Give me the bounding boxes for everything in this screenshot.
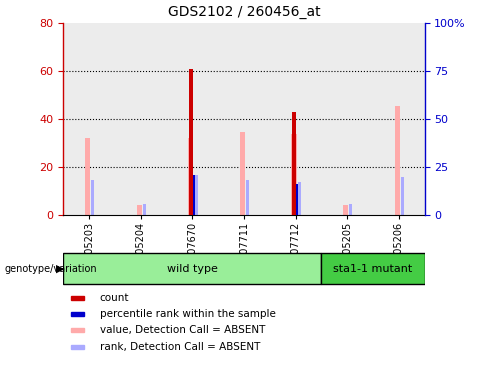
Text: value, Detection Call = ABSENT: value, Detection Call = ABSENT [100, 325, 265, 336]
Bar [218, 23, 270, 215]
Bar [298, 182, 301, 215]
Title: GDS2102 / 260456_at: GDS2102 / 260456_at [168, 5, 320, 19]
Bar [240, 132, 245, 215]
Text: wild type: wild type [167, 264, 218, 274]
Bar [291, 134, 297, 215]
Bar [71, 296, 83, 300]
Text: sta1-1 mutant: sta1-1 mutant [333, 264, 412, 274]
Bar [395, 106, 400, 215]
Bar [322, 23, 373, 215]
Bar [63, 23, 115, 215]
Bar [91, 180, 94, 215]
Bar [246, 180, 249, 215]
Text: percentile rank within the sample: percentile rank within the sample [100, 309, 275, 319]
Bar [71, 345, 83, 349]
Bar [343, 205, 348, 215]
Bar [373, 23, 425, 215]
Bar [166, 23, 218, 215]
Bar [71, 312, 83, 316]
Text: rank, Detection Call = ABSENT: rank, Detection Call = ABSENT [100, 342, 260, 352]
Bar [71, 328, 83, 333]
Bar [188, 138, 193, 215]
Bar [292, 112, 296, 215]
Bar [401, 177, 404, 215]
Bar [322, 253, 425, 284]
Bar [137, 205, 142, 215]
Bar [85, 138, 90, 215]
Bar [195, 175, 198, 215]
Bar [188, 69, 193, 215]
Text: genotype/variation: genotype/variation [5, 264, 98, 274]
Bar [115, 23, 166, 215]
Text: ▶: ▶ [56, 264, 64, 274]
Bar [193, 175, 195, 215]
Text: count: count [100, 293, 129, 303]
Bar [349, 204, 352, 215]
Bar [296, 184, 298, 215]
Bar [143, 204, 146, 215]
Bar [63, 253, 322, 284]
Bar [270, 23, 322, 215]
